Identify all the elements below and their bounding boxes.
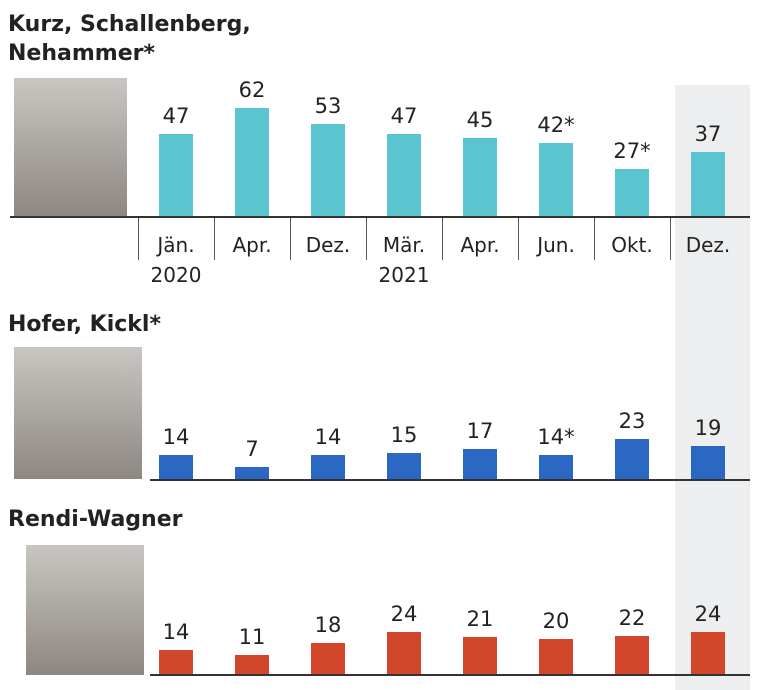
chart-title: Rendi-Wagner — [8, 507, 183, 532]
value-label: 15 — [390, 422, 418, 447]
value-label: 62 — [238, 78, 266, 103]
tick-separator — [138, 218, 139, 260]
bar — [463, 637, 497, 674]
x-tick-label: Dez. — [305, 233, 351, 257]
x-tick-label: Mär. 2021 — [378, 233, 430, 287]
bar — [387, 632, 421, 674]
bar — [691, 445, 725, 479]
bar — [159, 649, 193, 674]
bar — [387, 452, 421, 479]
value-label: 11 — [238, 624, 266, 649]
bar — [463, 137, 497, 216]
value-label: 20 — [542, 609, 570, 634]
tick-separator — [214, 218, 215, 260]
photo — [26, 545, 144, 675]
bar — [539, 142, 573, 216]
baseline — [150, 674, 750, 676]
value-label: 14 — [314, 424, 342, 449]
x-tick-label: Apr. — [232, 233, 272, 257]
tick-separator — [670, 218, 671, 260]
value-label: 27* — [613, 139, 651, 164]
bar — [311, 123, 345, 216]
value-label: 14 — [162, 619, 190, 644]
bar — [311, 642, 345, 674]
x-tick-label: Dez. — [685, 233, 731, 257]
value-label: 23 — [618, 408, 646, 433]
value-label: 47 — [162, 104, 190, 129]
value-label: 24 — [694, 602, 722, 627]
photo — [14, 347, 142, 479]
bar — [539, 639, 573, 674]
value-label: 42* — [537, 112, 575, 137]
bar — [615, 635, 649, 674]
photo — [14, 78, 127, 216]
bar — [387, 134, 421, 216]
bar — [691, 151, 725, 216]
bar — [615, 169, 649, 216]
bar — [235, 466, 269, 479]
bar — [235, 654, 269, 674]
value-label: 47 — [390, 104, 418, 129]
tick-separator — [594, 218, 595, 260]
value-label: 24 — [390, 602, 418, 627]
tick-separator — [442, 218, 443, 260]
baseline — [10, 216, 750, 218]
x-tick-label: Jän. 2020 — [150, 233, 202, 287]
chart-title: Hofer, Kickl* — [8, 312, 161, 337]
tick-separator — [366, 218, 367, 260]
value-label: 18 — [314, 612, 342, 637]
value-label: 53 — [314, 93, 342, 118]
value-label: 17 — [466, 419, 494, 444]
bar — [311, 454, 345, 479]
bar — [615, 438, 649, 479]
tick-separator — [290, 218, 291, 260]
value-label: 14 — [162, 424, 190, 449]
value-label: 7 — [245, 436, 259, 461]
chart-title: Kurz, Schallenberg, Nehammer* — [8, 12, 251, 66]
value-label: 21 — [466, 607, 494, 632]
bar — [691, 632, 725, 674]
bar — [159, 134, 193, 216]
value-label: 22 — [618, 605, 646, 630]
value-label: 14* — [537, 424, 575, 449]
bar — [235, 108, 269, 216]
baseline — [150, 479, 750, 481]
x-tick-label: Apr. — [460, 233, 500, 257]
x-tick-label: Jun. — [537, 233, 575, 257]
x-tick-label: Okt. — [611, 233, 653, 257]
value-label: 37 — [694, 121, 722, 146]
bar — [463, 449, 497, 479]
value-label: 19 — [694, 415, 722, 440]
tick-separator — [518, 218, 519, 260]
bar — [539, 454, 573, 479]
bar — [159, 454, 193, 479]
value-label: 45 — [466, 107, 494, 132]
